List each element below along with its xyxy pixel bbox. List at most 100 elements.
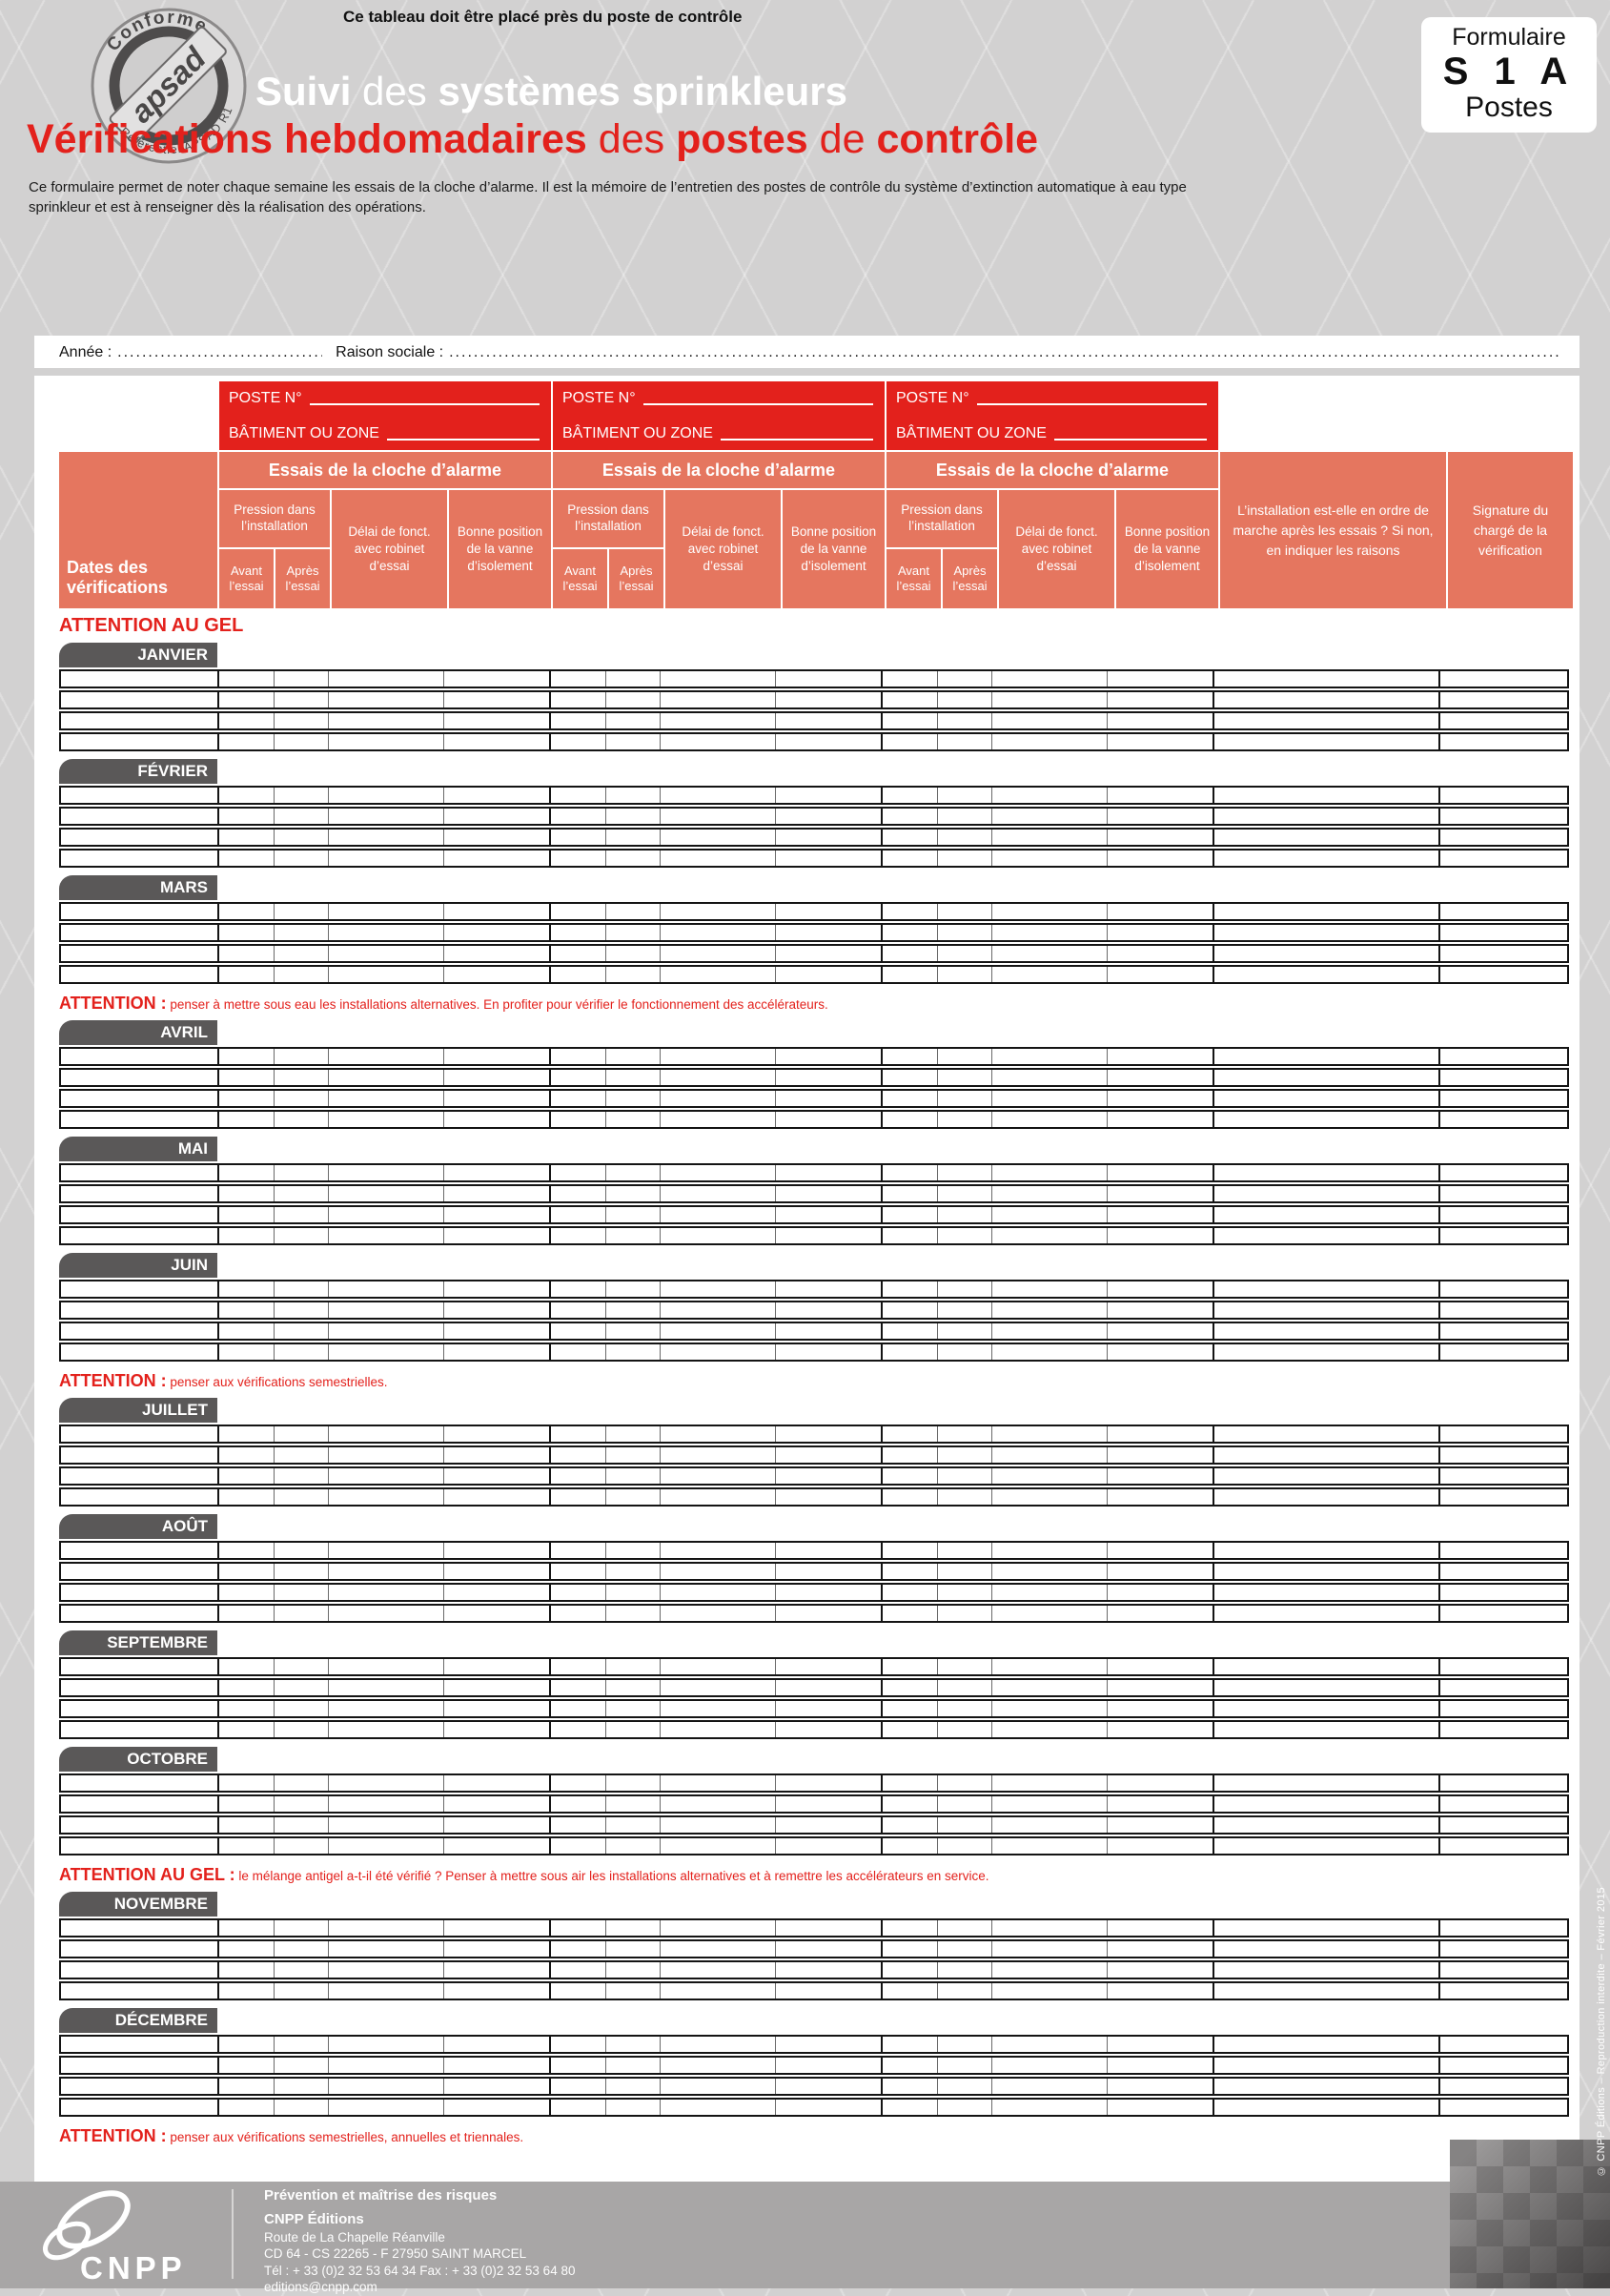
entry-cell[interactable] (1213, 1775, 1438, 1791)
entry-cell[interactable] (660, 1722, 775, 1737)
entry-cell[interactable] (605, 1796, 660, 1812)
entry-cell[interactable] (660, 1796, 775, 1812)
entry-cell[interactable] (605, 1920, 660, 1936)
entry-cell[interactable] (1438, 2037, 1567, 2052)
entry-cell[interactable] (1107, 1606, 1213, 1621)
entry-cell[interactable] (991, 671, 1107, 687)
entry-cell[interactable] (937, 1468, 991, 1484)
entry-cell[interactable] (605, 1817, 660, 1833)
entry-cell[interactable] (605, 1344, 660, 1360)
entry-cell[interactable] (443, 1585, 549, 1600)
entry-cell[interactable] (605, 1207, 660, 1222)
entry-cell[interactable] (991, 1962, 1107, 1978)
entry-cell[interactable] (217, 1302, 274, 1318)
entry-cell[interactable] (605, 2100, 660, 2115)
entry-cell[interactable] (991, 1426, 1107, 1442)
entry-cell[interactable] (549, 2100, 605, 2115)
entry-cell[interactable] (881, 1281, 937, 1297)
entry-cell[interactable] (328, 925, 443, 940)
entry-cell[interactable] (605, 904, 660, 919)
entry-cell[interactable] (775, 904, 881, 919)
entry-cell[interactable] (775, 1775, 881, 1791)
entry-cell[interactable] (443, 671, 549, 687)
entry-cell[interactable] (1438, 1091, 1567, 1106)
entry-cell[interactable] (881, 1962, 937, 1978)
entry-cell[interactable] (991, 1983, 1107, 1999)
entry-cell[interactable] (881, 967, 937, 982)
entry-cell[interactable] (1213, 1323, 1438, 1339)
entry-cell[interactable] (217, 1091, 274, 1106)
entry-cell[interactable] (937, 1302, 991, 1318)
entry-cell[interactable] (443, 1983, 549, 1999)
poste-number-field[interactable] (642, 392, 873, 405)
entry-cell[interactable] (1438, 1962, 1567, 1978)
entry-cell[interactable] (937, 1207, 991, 1222)
entry-cell[interactable] (775, 788, 881, 803)
entry-cell[interactable] (775, 1323, 881, 1339)
entry-cell[interactable] (549, 1344, 605, 1360)
entry-cell[interactable] (660, 2100, 775, 2115)
entry-cell[interactable] (217, 925, 274, 940)
entry-cell[interactable] (937, 713, 991, 728)
entry-cell[interactable] (328, 1941, 443, 1957)
entry-cell[interactable] (549, 1701, 605, 1716)
entry-cell[interactable] (1107, 1722, 1213, 1737)
entry-cell[interactable] (217, 1207, 274, 1222)
entry-cell[interactable] (1213, 1722, 1438, 1737)
entry-cell[interactable] (605, 2079, 660, 2094)
entry-cell[interactable] (61, 946, 217, 961)
entry-cell[interactable] (1213, 946, 1438, 961)
entry-cell[interactable] (937, 1049, 991, 1064)
entry-cell[interactable] (443, 1091, 549, 1106)
entry-cell[interactable] (660, 1228, 775, 1243)
entry-cell[interactable] (937, 1920, 991, 1936)
entry-cell[interactable] (881, 692, 937, 707)
entry-cell[interactable] (991, 692, 1107, 707)
entry-cell[interactable] (881, 1112, 937, 1127)
entry-cell[interactable] (1107, 2100, 1213, 2115)
entry-cell[interactable] (443, 1447, 549, 1463)
entry-cell[interactable] (991, 1112, 1107, 1127)
entry-cell[interactable] (881, 925, 937, 940)
entry-cell[interactable] (61, 1228, 217, 1243)
entry-cell[interactable] (61, 1659, 217, 1674)
entry-cell[interactable] (274, 713, 328, 728)
entry-cell[interactable] (660, 1775, 775, 1791)
entry-cell[interactable] (328, 1112, 443, 1127)
entry-cell[interactable] (1213, 1838, 1438, 1854)
entry-cell[interactable] (1438, 851, 1567, 866)
entry-cell[interactable] (1438, 925, 1567, 940)
entry-cell[interactable] (217, 1426, 274, 1442)
entry-cell[interactable] (1438, 1186, 1567, 1201)
entry-cell[interactable] (1213, 1606, 1438, 1621)
entry-cell[interactable] (328, 692, 443, 707)
entry-cell[interactable] (881, 713, 937, 728)
entry-cell[interactable] (1107, 1817, 1213, 1833)
entry-cell[interactable] (61, 671, 217, 687)
entry-cell[interactable] (443, 1606, 549, 1621)
entry-cell[interactable] (1438, 1426, 1567, 1442)
entry-cell[interactable] (549, 904, 605, 919)
entry-cell[interactable] (61, 1775, 217, 1791)
entry-cell[interactable] (274, 1543, 328, 1558)
entry-cell[interactable] (549, 851, 605, 866)
entry-cell[interactable] (775, 1228, 881, 1243)
entry-cell[interactable] (274, 1323, 328, 1339)
entry-cell[interactable] (1107, 1796, 1213, 1812)
entry-cell[interactable] (1213, 1281, 1438, 1297)
entry-cell[interactable] (1438, 1165, 1567, 1180)
entry-cell[interactable] (549, 2058, 605, 2073)
entry-cell[interactable] (881, 1344, 937, 1360)
entry-cell[interactable] (549, 692, 605, 707)
entry-cell[interactable] (1107, 1070, 1213, 1085)
entry-cell[interactable] (881, 1796, 937, 1812)
entry-cell[interactable] (937, 1838, 991, 1854)
entry-cell[interactable] (1438, 1207, 1567, 1222)
entry-cell[interactable] (1213, 1426, 1438, 1442)
entry-cell[interactable] (549, 1186, 605, 1201)
entry-cell[interactable] (881, 1606, 937, 1621)
entry-cell[interactable] (217, 1543, 274, 1558)
entry-cell[interactable] (328, 1983, 443, 1999)
entry-cell[interactable] (443, 1796, 549, 1812)
entry-cell[interactable] (274, 1447, 328, 1463)
